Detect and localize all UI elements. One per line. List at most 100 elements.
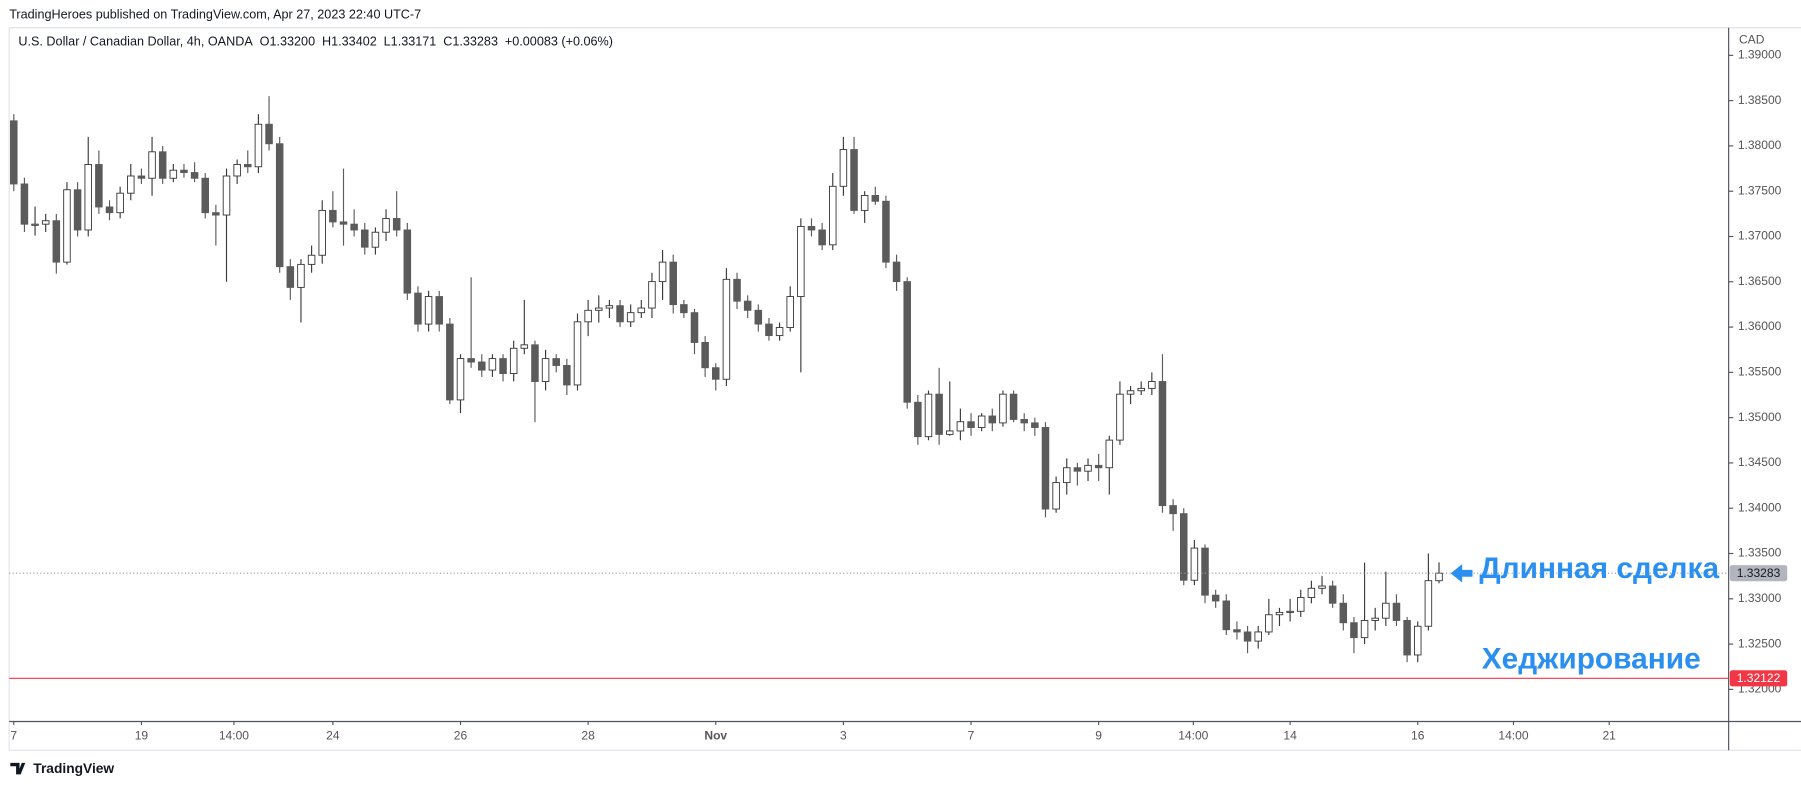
candle <box>1201 544 1209 604</box>
candle <box>754 304 763 332</box>
candle-body <box>956 421 965 432</box>
candle-body <box>850 149 858 211</box>
candle-body <box>339 221 348 225</box>
candle-body <box>286 266 295 288</box>
candle-body <box>446 323 454 401</box>
candle-body <box>903 281 911 403</box>
candle-body <box>424 296 433 325</box>
y-tick-label: 1.33000 <box>1738 591 1782 605</box>
x-tick-label: 3 <box>840 729 847 743</box>
candle <box>775 322 784 341</box>
candle-body <box>350 223 358 231</box>
candle-body <box>605 305 614 309</box>
candle <box>1179 508 1188 586</box>
candle <box>573 313 582 391</box>
y-tick-label: 1.37500 <box>1738 183 1782 197</box>
candle <box>1052 476 1060 513</box>
candle <box>63 182 71 265</box>
candle <box>1137 381 1145 396</box>
candle <box>1233 621 1241 640</box>
candle <box>1041 422 1050 518</box>
candle-body <box>882 200 890 263</box>
ohlc-high: H1.33402 <box>322 35 377 49</box>
candle <box>1307 580 1316 604</box>
candle <box>733 272 741 309</box>
candle <box>371 227 380 255</box>
candle <box>860 191 869 223</box>
candle-body <box>52 220 61 263</box>
candle-body <box>1318 585 1326 589</box>
candle-body <box>1243 631 1252 642</box>
candle-body <box>1403 619 1411 656</box>
candle <box>95 150 103 214</box>
ohlc-low: L1.33171 <box>384 35 437 49</box>
x-tick-label: 14:00 <box>219 729 249 743</box>
candle <box>499 354 507 382</box>
candle-body <box>573 321 582 386</box>
candle <box>584 299 592 337</box>
candle <box>105 200 114 221</box>
candle-body <box>297 263 305 288</box>
candle-body <box>478 361 486 371</box>
candle <box>680 299 688 319</box>
y-axis-unit: CAD <box>1739 33 1765 47</box>
candle-body <box>1201 547 1209 596</box>
candle-body <box>892 261 901 283</box>
candle-body <box>1073 467 1082 472</box>
candle-body <box>1009 393 1018 420</box>
candle-body <box>265 123 273 145</box>
candle <box>541 349 550 391</box>
candle <box>254 114 263 174</box>
candle <box>456 354 465 414</box>
candle-body <box>988 415 997 424</box>
candle <box>999 390 1007 427</box>
candle <box>488 354 497 377</box>
candle <box>233 159 241 184</box>
candle <box>903 277 911 409</box>
candle <box>478 354 486 377</box>
x-tick-label: 7 <box>968 729 975 743</box>
candle <box>658 250 667 300</box>
candle <box>329 191 337 228</box>
candle-body <box>403 229 412 294</box>
candle-body <box>1105 439 1114 469</box>
candle-body <box>1296 597 1305 612</box>
candle <box>1062 458 1071 495</box>
candle-body <box>392 218 401 231</box>
candle-body <box>435 296 443 325</box>
candle <box>924 390 933 441</box>
candle <box>1413 621 1422 663</box>
candle-body <box>1031 422 1039 428</box>
candle-body <box>1148 381 1156 389</box>
candle <box>765 318 773 341</box>
y-tick-label: 1.36000 <box>1738 319 1782 333</box>
candle <box>1031 417 1039 436</box>
candle <box>1009 390 1018 423</box>
candle-body <box>329 209 337 223</box>
candle-body <box>871 195 880 202</box>
candle <box>1190 539 1199 586</box>
x-tick-label: 28 <box>581 729 595 743</box>
candle-body <box>1169 505 1177 515</box>
candle <box>403 222 412 300</box>
candle <box>424 290 433 332</box>
candle <box>20 177 29 232</box>
candle-body <box>73 189 82 231</box>
candle <box>605 299 614 319</box>
candle-body <box>1413 625 1422 656</box>
y-tick-label: 1.35500 <box>1738 365 1782 379</box>
candle-body <box>1094 464 1103 469</box>
candle <box>73 182 82 237</box>
candle <box>669 254 677 314</box>
candle <box>892 254 901 291</box>
candle-body <box>222 175 231 216</box>
candle-body <box>371 231 380 248</box>
annotation: Длинная сделка <box>1479 552 1719 585</box>
x-tick-label: 16 <box>1411 729 1425 743</box>
candle <box>509 340 518 382</box>
candle-body <box>1126 390 1135 395</box>
candle <box>180 164 188 178</box>
candle-body <box>1190 547 1199 581</box>
candle <box>127 164 135 201</box>
candle-body <box>584 309 592 323</box>
